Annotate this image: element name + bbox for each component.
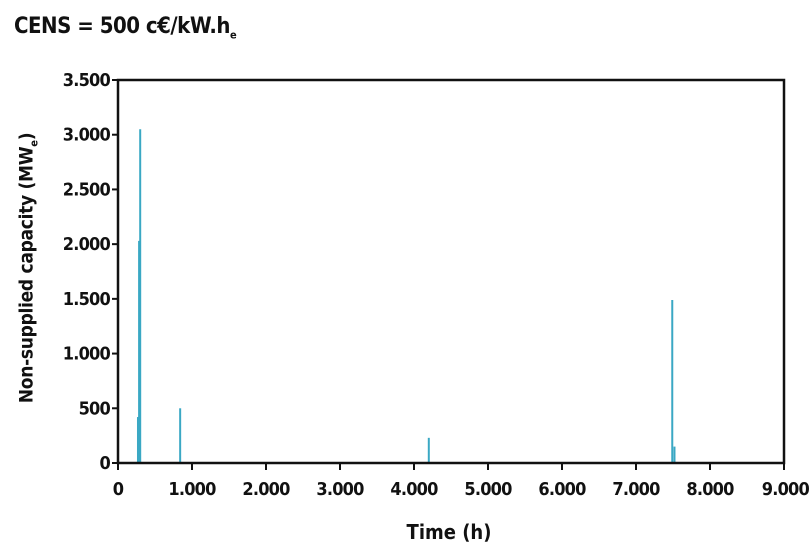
x-tick-label-0: 0	[113, 479, 124, 500]
x-tick-label-4: 4.000	[390, 479, 438, 500]
x-tick-label-8: 8.000	[686, 479, 734, 500]
x-tick-label-6: 6.000	[538, 479, 586, 500]
x-tick-label-9: 9.000	[762, 479, 810, 500]
y-tick-label-7: 3.500	[63, 70, 111, 91]
x-tick-label-5: 5.000	[464, 479, 512, 500]
x-tick-label-7: 7.000	[612, 479, 660, 500]
x-axis-label: Time (h)	[406, 520, 492, 544]
y-tick-label-0: 0	[100, 453, 111, 474]
x-tick-label-2: 2.000	[242, 479, 290, 500]
y-tick-label-6: 3.000	[63, 125, 111, 146]
y-tick-label-3: 1.500	[63, 289, 111, 310]
plot-frame	[116, 78, 786, 465]
x-tick-label-3: 3.000	[316, 479, 364, 500]
y-tick-label-4: 2.000	[63, 234, 111, 255]
chart-title: CENS = 500 c€/kW.he	[14, 14, 237, 42]
y-tick-label-2: 1.000	[63, 344, 111, 365]
x-tick-label-1: 1.000	[168, 479, 216, 500]
y-tick-label-1: 500	[79, 398, 111, 419]
y-tick-label-5: 2.500	[63, 179, 111, 200]
